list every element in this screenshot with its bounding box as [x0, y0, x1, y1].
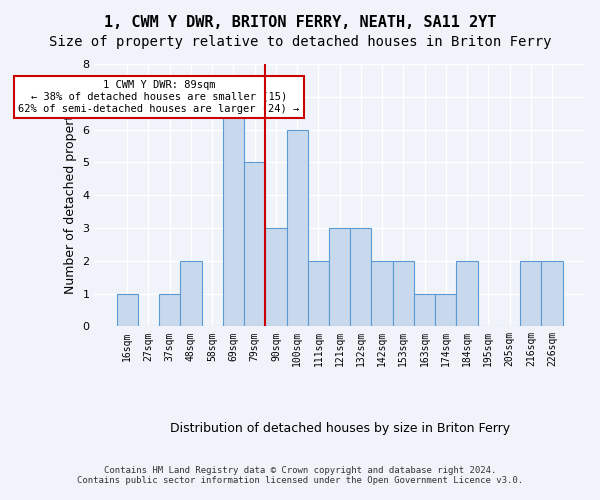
Text: Size of property relative to detached houses in Briton Ferry: Size of property relative to detached ho… — [49, 35, 551, 49]
Bar — [457, 261, 478, 326]
Bar — [265, 228, 287, 326]
Bar — [308, 261, 329, 326]
Bar — [223, 97, 244, 326]
Text: 1 CWM Y DWR: 89sqm
← 38% of detached houses are smaller (15)
62% of semi-detache: 1 CWM Y DWR: 89sqm ← 38% of detached hou… — [19, 80, 299, 114]
Bar — [116, 294, 138, 326]
Bar — [180, 261, 202, 326]
Text: 1, CWM Y DWR, BRITON FERRY, NEATH, SA11 2YT: 1, CWM Y DWR, BRITON FERRY, NEATH, SA11 … — [104, 15, 496, 30]
Bar — [350, 228, 371, 326]
Bar — [244, 162, 265, 326]
Y-axis label: Number of detached properties: Number of detached properties — [64, 96, 77, 294]
Bar — [541, 261, 563, 326]
Bar — [435, 294, 457, 326]
Bar — [329, 228, 350, 326]
Bar — [520, 261, 541, 326]
X-axis label: Distribution of detached houses by size in Briton Ferry: Distribution of detached houses by size … — [170, 422, 509, 435]
Bar — [287, 130, 308, 326]
Bar — [414, 294, 435, 326]
Text: Contains HM Land Registry data © Crown copyright and database right 2024.
Contai: Contains HM Land Registry data © Crown c… — [77, 466, 523, 485]
Bar — [371, 261, 393, 326]
Bar — [393, 261, 414, 326]
Bar — [159, 294, 180, 326]
